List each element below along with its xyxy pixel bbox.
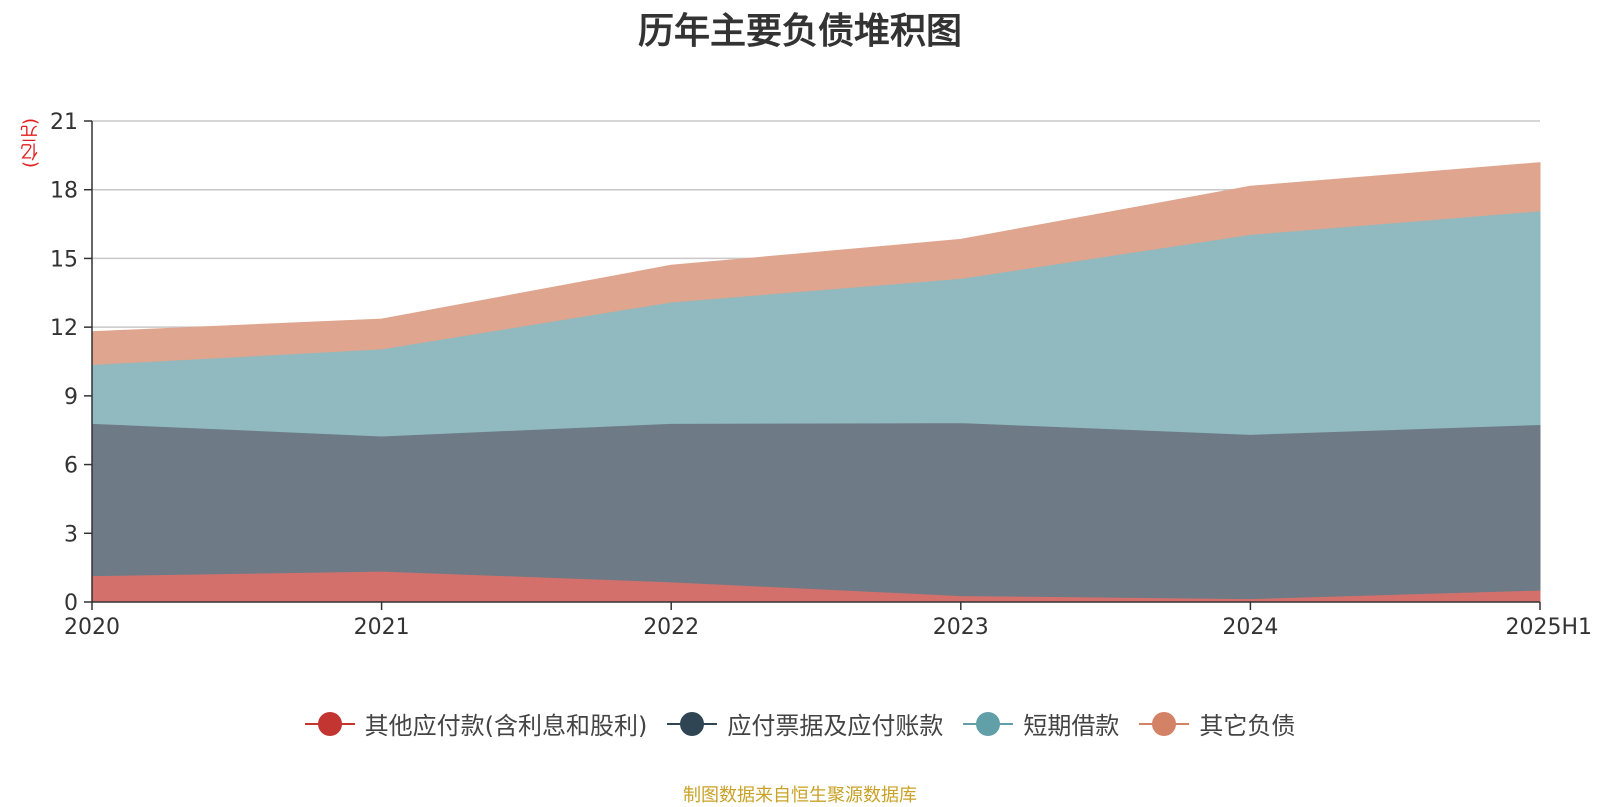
- legend-label-2: 短期借款: [1023, 712, 1120, 740]
- chart-title: 历年主要负债堆积图: [637, 11, 962, 52]
- legend-item-0[interactable]: 其他应付款(含利息和股利): [304, 706, 648, 741]
- legend: 其他应付款(含利息和股利) 应付票据及应付账款 短期借款 其它负债: [0, 706, 1600, 741]
- legend-swatch-3: [1139, 711, 1190, 736]
- y-tick-label-5: 15: [50, 247, 78, 272]
- area-series: [91, 162, 1541, 603]
- y-tick-label-7: 21: [50, 110, 78, 135]
- legend-item-1[interactable]: 应付票据及应付账款: [667, 706, 943, 741]
- legend-label-1: 应付票据及应付账款: [727, 712, 944, 740]
- x-tick-label-4: 2024: [1222, 615, 1278, 640]
- x-tick-label-0: 2020: [64, 615, 120, 640]
- y-tick-label-3: 9: [64, 385, 78, 410]
- legend-swatch-2: [963, 711, 1014, 736]
- y-tick-labels: 0 3 6 9 12 15 18 21: [50, 110, 92, 616]
- x-tick-label-5: 2025H1: [1505, 615, 1592, 640]
- y-tick-label-2: 6: [64, 454, 78, 479]
- legend-label-3: 其它负债: [1199, 712, 1296, 740]
- legend-item-3[interactable]: 其它负债: [1139, 706, 1295, 741]
- axes: [91, 121, 1540, 603]
- legend-swatch-1: [667, 711, 718, 736]
- area-series-1: [91, 422, 1541, 600]
- source-note: 制图数据来自恒生聚源数据库: [683, 785, 917, 806]
- stacked-area-chart: 0 3 6 9 12 15 18 21 2020 2021 2022 2023 2024 2025H1: [50, 110, 1592, 640]
- legend-item-2[interactable]: 短期借款: [963, 706, 1119, 741]
- x-tick-label-1: 2021: [354, 615, 410, 640]
- area-series-3: [91, 162, 1541, 366]
- y-tick-label-4: 12: [50, 316, 78, 341]
- x-tick-label-3: 2023: [933, 615, 989, 640]
- x-tick-label-2: 2022: [643, 615, 699, 640]
- y-tick-label-1: 3: [64, 522, 78, 547]
- y-tick-label-0: 0: [64, 591, 78, 616]
- legend-swatch-0: [304, 711, 355, 736]
- y-tick-label-6: 18: [50, 179, 78, 204]
- legend-label-0: 其他应付款(含利息和股利): [364, 712, 648, 740]
- x-tick-labels: 2020 2021 2022 2023 2024 2025H1: [64, 602, 1592, 640]
